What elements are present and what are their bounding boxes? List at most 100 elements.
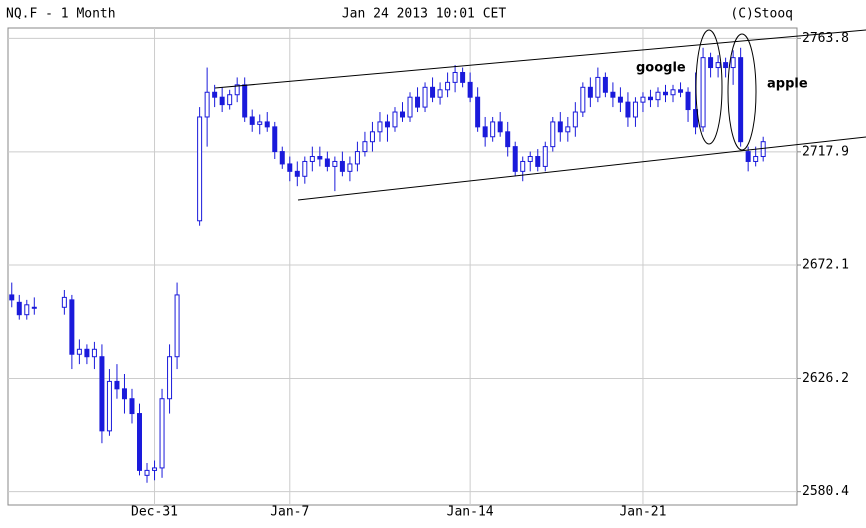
candle-body xyxy=(415,96,421,108)
candle-body xyxy=(505,131,511,148)
candle-body xyxy=(31,306,37,309)
candle-body xyxy=(482,126,488,138)
candle-body xyxy=(324,158,330,167)
grid xyxy=(8,28,801,505)
candle-body xyxy=(587,86,593,98)
candle-body xyxy=(595,76,601,98)
candle-body xyxy=(69,299,75,355)
chart-subtitle: Jan 24 2013 10:01 CET xyxy=(342,7,507,22)
candle-body xyxy=(354,151,360,165)
candle-body xyxy=(137,413,142,471)
candle-body xyxy=(264,121,270,128)
candle-body xyxy=(287,163,293,172)
candle-body xyxy=(197,116,203,222)
candle-body xyxy=(16,301,22,316)
candle-body xyxy=(167,356,173,400)
candle-body xyxy=(144,469,150,476)
y-tick-label: 2626.2 xyxy=(802,371,849,386)
candle-body xyxy=(84,348,90,358)
chart-title: NQ.F - 1 Month xyxy=(6,7,116,22)
candle-body xyxy=(475,96,481,128)
candle-body xyxy=(685,91,691,111)
y-tick-label: 2580.4 xyxy=(802,484,849,499)
apple-ellipse xyxy=(727,33,757,151)
candle-body xyxy=(257,121,263,125)
candle-body xyxy=(572,111,578,128)
candle-body xyxy=(91,348,97,358)
candle-body xyxy=(76,348,82,355)
candle-body xyxy=(460,71,466,83)
candle-body xyxy=(490,121,496,138)
candle-body xyxy=(715,62,721,69)
candle-body xyxy=(738,57,744,143)
x-tick-label: Jan-7 xyxy=(270,505,309,520)
candle-body xyxy=(362,141,368,153)
candle-body xyxy=(249,116,255,125)
candle-body xyxy=(565,126,571,133)
candle-body xyxy=(309,156,315,162)
candle-body xyxy=(535,156,541,167)
candle-body xyxy=(647,96,653,101)
y-tick-label: 2672.1 xyxy=(802,258,849,273)
candle-body xyxy=(294,170,300,177)
candle-body xyxy=(369,131,375,143)
candle-body xyxy=(512,146,518,172)
candle-body xyxy=(610,91,616,98)
candle-body xyxy=(760,141,766,158)
candle-body xyxy=(317,156,323,160)
candle-body xyxy=(655,91,661,101)
candle-body xyxy=(617,96,623,103)
source: (C)Stooq xyxy=(730,7,793,22)
candle-body xyxy=(159,398,165,469)
candle-body xyxy=(580,86,586,113)
candle-body xyxy=(204,91,210,118)
candle-body xyxy=(678,89,684,93)
candle-body xyxy=(602,76,608,93)
candle-body xyxy=(392,111,398,128)
trend-line-upper xyxy=(214,29,866,89)
candle-body xyxy=(700,57,706,128)
candle-body xyxy=(745,151,751,162)
candle-body xyxy=(242,84,248,118)
candle-body xyxy=(407,96,413,118)
candle-body xyxy=(129,398,135,415)
candle-body xyxy=(24,304,30,316)
plot-area xyxy=(7,27,798,506)
annotation: apple xyxy=(767,77,808,92)
candle-body xyxy=(174,294,180,358)
candle-body xyxy=(422,86,428,108)
candle-body xyxy=(723,62,729,69)
candle-body xyxy=(437,89,443,98)
candle-body xyxy=(663,91,668,96)
candle-body xyxy=(332,160,338,167)
candle-body xyxy=(550,121,556,148)
candle-body xyxy=(693,109,699,128)
candle-body xyxy=(219,96,225,106)
candles xyxy=(9,47,766,483)
candle-body xyxy=(279,151,285,165)
candle-body xyxy=(272,126,278,153)
trend-line-lower xyxy=(297,136,866,201)
candle-body xyxy=(670,89,676,96)
candle-body xyxy=(114,380,120,390)
google-ellipse xyxy=(695,29,723,145)
candle-body xyxy=(430,86,436,98)
x-tick-label: Dec-31 xyxy=(131,505,178,520)
candle-body xyxy=(557,121,563,133)
annotation: google xyxy=(636,61,686,76)
candle-body xyxy=(121,388,127,400)
candle-body xyxy=(520,160,526,172)
x-tick-label: Jan-14 xyxy=(447,505,494,520)
candle-body xyxy=(152,467,158,471)
candle-body xyxy=(497,121,503,133)
candle-body xyxy=(452,71,458,83)
candle-body xyxy=(61,296,67,308)
x-tick-label: Jan-21 xyxy=(619,505,666,520)
candle-body xyxy=(753,156,759,162)
candle-body xyxy=(730,57,736,69)
candle-body xyxy=(377,121,383,133)
candle-body xyxy=(212,91,218,98)
candle-body xyxy=(640,96,646,103)
candle-body xyxy=(542,146,548,167)
